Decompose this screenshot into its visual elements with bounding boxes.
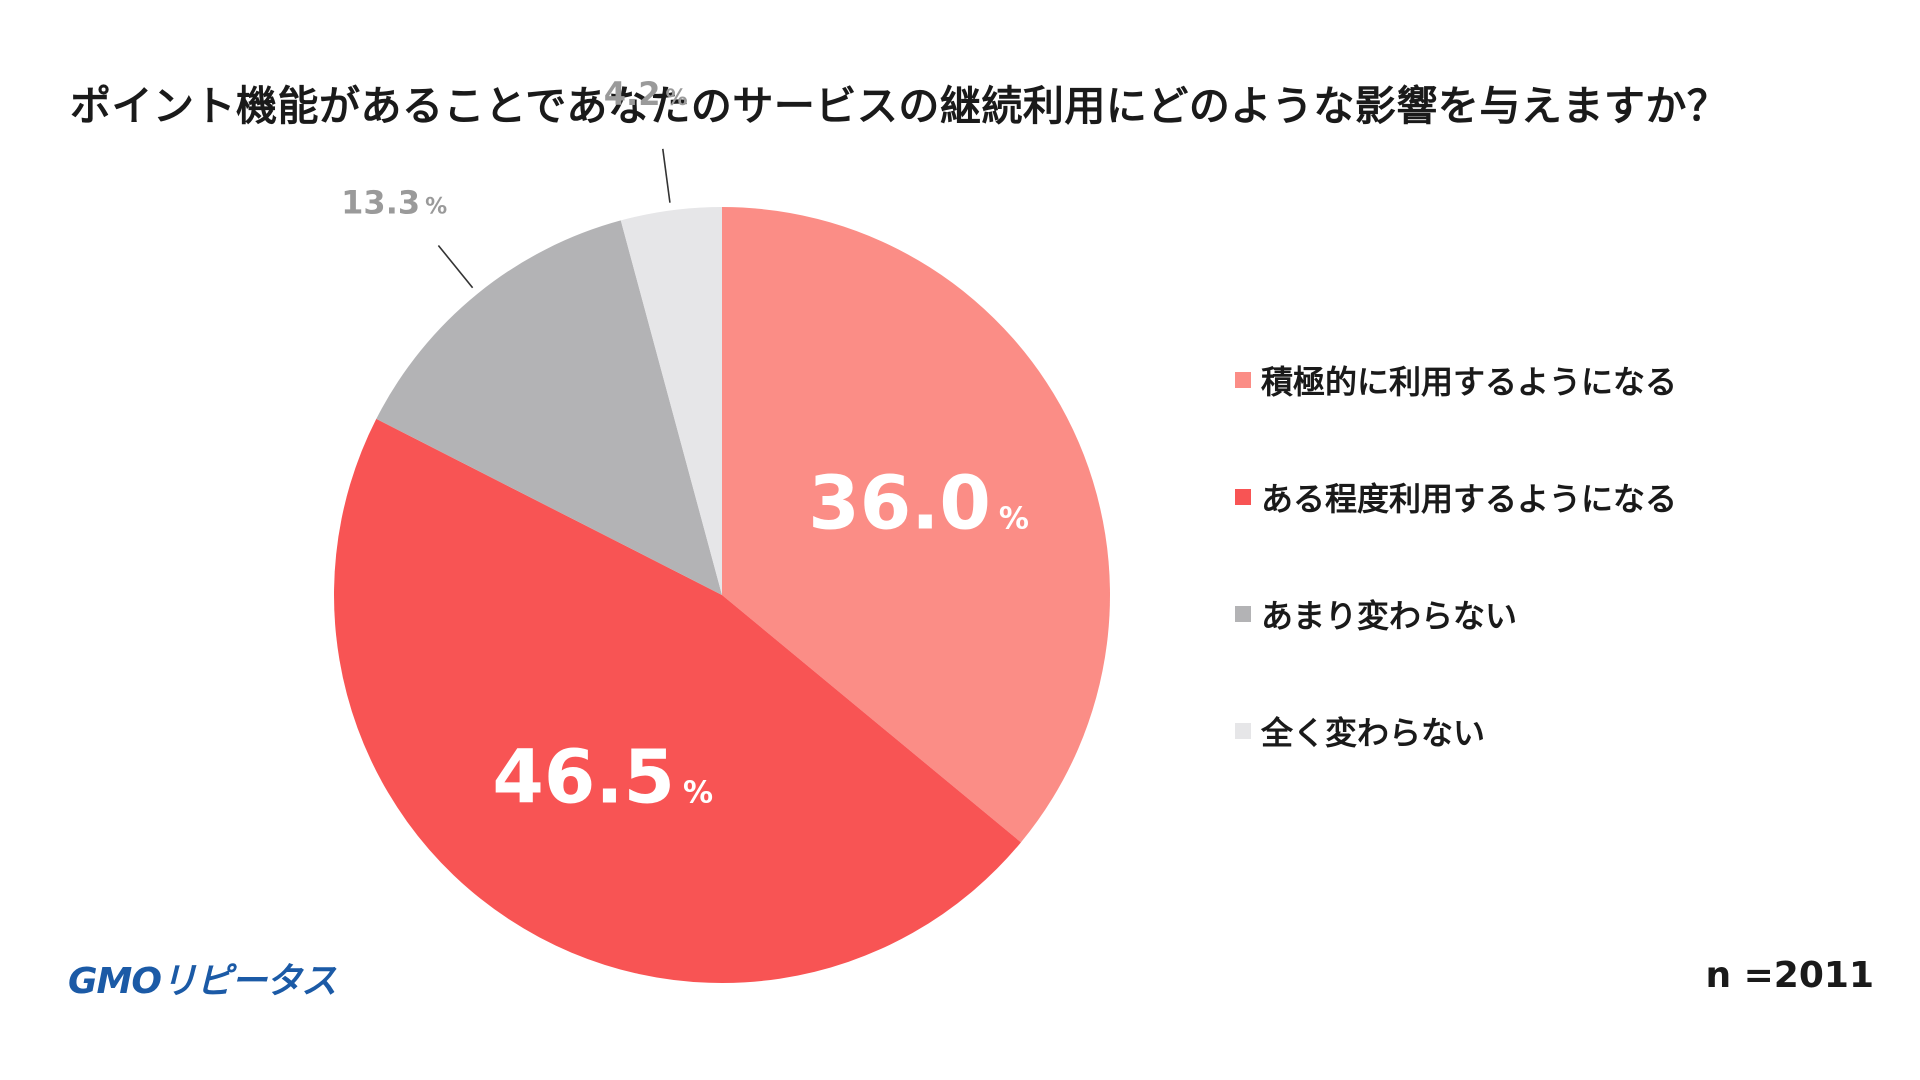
legend-swatch <box>1235 489 1251 505</box>
legend-item: 全く変わらない <box>1235 711 1677 752</box>
sample-size: n =2011 <box>1705 955 1874 996</box>
legend-label: 積極的に利用するようになる <box>1261 363 1678 401</box>
legend: 積極的に利用するようになる ある程度利用するようになる あまり変わらない 全く変… <box>1235 360 1677 828</box>
legend-item: 積極的に利用するようになる <box>1235 360 1678 401</box>
leader-lines <box>437 148 671 289</box>
legend-swatch <box>1235 606 1251 622</box>
slice-value-label: 36.0% <box>808 460 1029 546</box>
slice-value-label: 46.5% <box>492 735 713 821</box>
legend-swatch <box>1235 723 1251 739</box>
slice-value-label: 13.3% <box>341 183 447 221</box>
legend-label: 全く変わらない <box>1261 714 1486 752</box>
slice-value-label: 4.2% <box>604 75 688 113</box>
pie-slices <box>333 207 1110 983</box>
leader-line <box>661 148 671 203</box>
legend-item: ある程度利用するようになる <box>1235 477 1678 518</box>
slice-labels: 36.0 % 46.5 % 13.3 % 4.2% <box>341 75 1029 821</box>
brand-logo: GMOリピータス <box>68 961 337 1002</box>
legend-label: ある程度利用するようになる <box>1261 480 1678 518</box>
legend-label: あまり変わらない <box>1261 597 1518 635</box>
pie-slice <box>620 207 722 595</box>
legend-swatch <box>1235 372 1251 388</box>
chart-title: ポイント機能があることであなたのサービスの継続利用にどのような影響を与えますか？ <box>70 82 1729 130</box>
pie-slice <box>376 220 722 595</box>
pie-slice <box>722 207 1110 843</box>
legend-item: あまり変わらない <box>1235 594 1677 635</box>
leader-line <box>437 245 474 289</box>
pie-slice <box>333 418 1021 983</box>
